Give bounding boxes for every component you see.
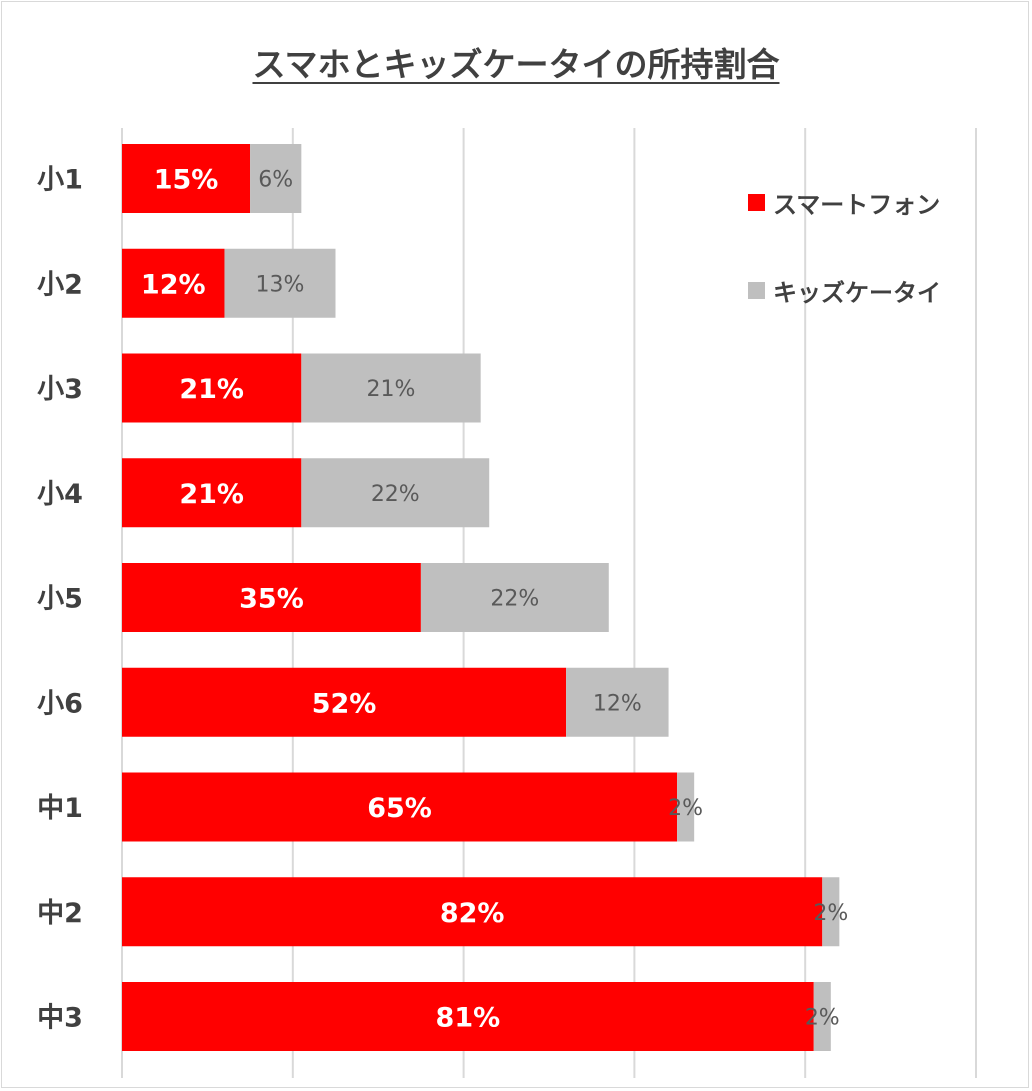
- bar-kids-phone: [677, 772, 695, 842]
- data-label-kids-phone: 21%: [367, 377, 416, 402]
- category-label: 小2: [37, 269, 83, 300]
- data-label-smartphone: 81%: [436, 1003, 501, 1034]
- data-label-kids-phone: 6%: [258, 168, 293, 193]
- data-label-kids-phone: 2%: [805, 1006, 840, 1031]
- bar-smartphone: [122, 353, 302, 423]
- legend-label-kids-phone: キッズケータイ: [773, 278, 941, 307]
- bar-smartphone: [122, 144, 251, 213]
- data-label-smartphone: 65%: [367, 793, 432, 824]
- bar-smartphone: [122, 667, 567, 737]
- legend-item-smartphone: スマートフォン: [748, 182, 988, 222]
- legend-label-smartphone: スマートフォン: [773, 190, 941, 219]
- bar-kids-phone: [224, 248, 336, 318]
- category-label: 小4: [37, 479, 83, 510]
- bar-kids-phone: [813, 982, 831, 1051]
- bar-smartphone: [122, 772, 678, 842]
- category-label: 小1: [37, 165, 83, 196]
- category-label: 中1: [37, 793, 83, 824]
- legend-swatch-kids-phone: [748, 281, 765, 299]
- category-label: 小6: [37, 688, 83, 719]
- data-label-smartphone: 52%: [312, 688, 377, 719]
- chart-legend: スマートフォン キッズケータイ: [748, 182, 988, 358]
- data-label-kids-phone: 22%: [490, 587, 539, 612]
- bar-kids-phone: [301, 353, 481, 423]
- bar-smartphone: [122, 982, 814, 1051]
- data-label-kids-phone: 13%: [256, 272, 305, 297]
- data-label-smartphone: 35%: [239, 584, 304, 615]
- data-label-smartphone: 21%: [179, 479, 244, 510]
- bar-smartphone: [122, 877, 823, 947]
- data-label-smartphone: 15%: [154, 165, 219, 196]
- data-label-kids-phone: 2%: [813, 901, 848, 926]
- category-label: 小5: [37, 584, 83, 615]
- bar-smartphone: [122, 458, 302, 528]
- bar-kids-phone: [822, 877, 840, 947]
- bar-kids-phone: [301, 458, 490, 528]
- legend-swatch-smartphone: [748, 193, 765, 211]
- data-label-smartphone: 82%: [440, 898, 505, 929]
- data-label-kids-phone: 12%: [593, 691, 642, 716]
- category-label: 中2: [37, 898, 83, 929]
- category-label: 小3: [37, 374, 83, 405]
- bar-smartphone: [122, 563, 421, 632]
- bar-kids-phone: [566, 667, 669, 737]
- category-label: 中3: [37, 1003, 83, 1034]
- bar-kids-phone: [250, 144, 302, 213]
- data-label-smartphone: 21%: [179, 374, 244, 405]
- bar-smartphone: [122, 248, 225, 318]
- data-label-kids-phone: 2%: [668, 796, 703, 821]
- legend-item-kids-phone: キッズケータイ: [748, 270, 988, 310]
- data-label-smartphone: 12%: [141, 269, 206, 300]
- data-label-kids-phone: 22%: [371, 482, 420, 507]
- chart-title: スマホとキッズケータイの所持割合: [252, 45, 780, 84]
- bar-kids-phone: [420, 563, 609, 632]
